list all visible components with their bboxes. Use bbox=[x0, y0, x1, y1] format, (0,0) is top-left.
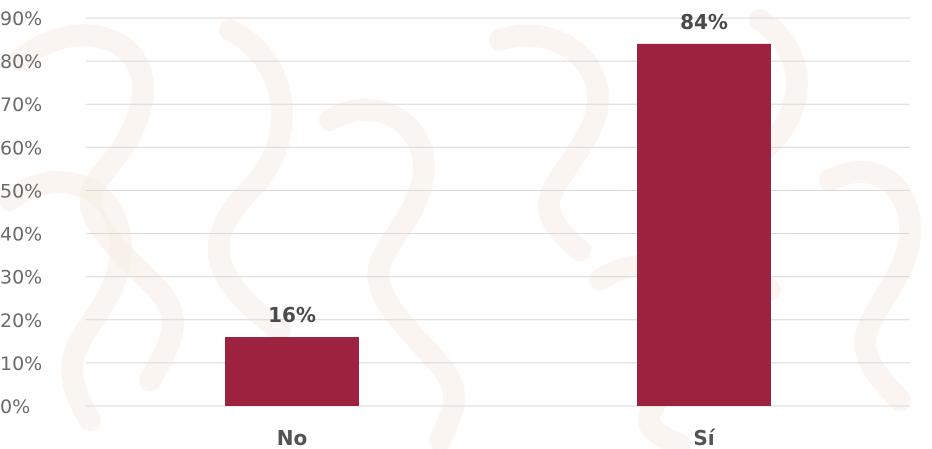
y-axis-tick-labels: 0% 10% 20% 30% 40% 50% 60% 70% 80% 90% bbox=[0, 8, 42, 418]
bar-no bbox=[225, 337, 359, 406]
y-tick-label: 30% bbox=[0, 267, 42, 289]
watermark-swirl-7 bbox=[819, 161, 922, 411]
data-label: 16% bbox=[268, 303, 316, 327]
watermark-swirl-1 bbox=[0, 171, 132, 431]
watermark-swirl-2 bbox=[207, 19, 293, 341]
bar-si bbox=[637, 43, 771, 406]
y-tick-label: 90% bbox=[0, 8, 42, 30]
x-category-label: Sí bbox=[693, 426, 715, 449]
watermark-swirl-3 bbox=[319, 98, 466, 449]
x-axis-category-labels: No Sí bbox=[277, 426, 716, 449]
data-labels: 16% 84% bbox=[268, 10, 728, 327]
y-tick-label: 70% bbox=[0, 94, 42, 116]
y-tick-label: 40% bbox=[0, 224, 42, 246]
bars bbox=[225, 43, 771, 406]
watermark-swirl-4 bbox=[489, 24, 609, 261]
background-watermark bbox=[0, 9, 922, 449]
y-tick-label: 20% bbox=[0, 310, 42, 332]
data-label: 84% bbox=[680, 10, 728, 34]
watermark-swirl-0 bbox=[9, 24, 184, 391]
y-tick-label: 0% bbox=[0, 396, 30, 418]
y-tick-label: 60% bbox=[0, 137, 42, 159]
y-tick-label: 80% bbox=[0, 51, 42, 73]
x-category-label: No bbox=[277, 426, 307, 449]
y-tick-label: 50% bbox=[0, 180, 42, 202]
y-tick-label: 10% bbox=[0, 353, 42, 375]
gridlines bbox=[86, 17, 910, 407]
